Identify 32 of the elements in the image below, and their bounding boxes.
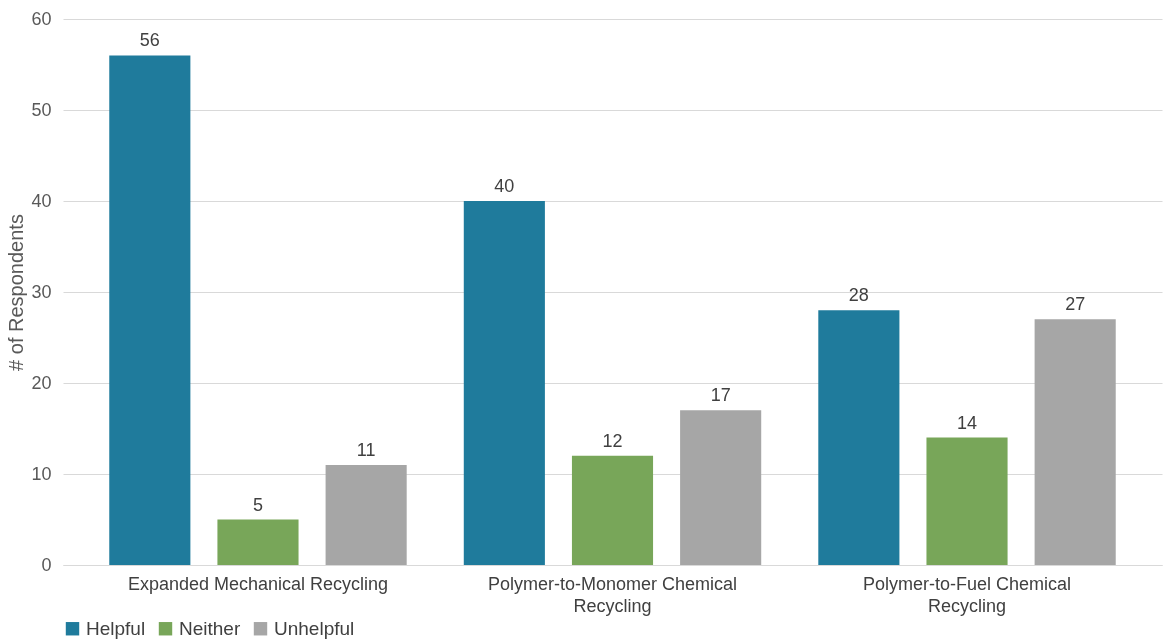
y-tick-label: 20 bbox=[31, 372, 52, 393]
data-label: 17 bbox=[710, 385, 731, 406]
data-label: 56 bbox=[139, 30, 160, 51]
bar bbox=[571, 455, 654, 565]
bar bbox=[1034, 319, 1116, 565]
bar bbox=[109, 55, 191, 565]
data-label: 11 bbox=[356, 439, 376, 460]
data-label: 27 bbox=[1065, 294, 1086, 315]
data-label: 40 bbox=[494, 176, 515, 196]
bar bbox=[463, 201, 545, 565]
data-label: 14 bbox=[957, 412, 978, 433]
bar bbox=[680, 410, 762, 565]
y-axis-title: # of Respondents bbox=[5, 214, 28, 371]
x-tick-label: Polymer-to-Fuel Chemical Recycling bbox=[862, 573, 1072, 616]
y-tick-label: 0 bbox=[41, 554, 52, 575]
x-tick-label: Polymer-to-Monomer Chemical Recycling bbox=[487, 573, 738, 616]
y-tick-label: 50 bbox=[31, 99, 52, 120]
y-tick-label: 40 bbox=[31, 190, 52, 211]
y-tick-label: 30 bbox=[31, 281, 52, 302]
bar bbox=[217, 519, 299, 565]
y-tick-label: 10 bbox=[31, 463, 52, 484]
legend-label: Unhelpful bbox=[274, 617, 355, 639]
y-tick-label: 60 bbox=[31, 8, 52, 29]
x-tick-label: Expanded Mechanical Recycling bbox=[127, 573, 389, 594]
data-label: 28 bbox=[848, 285, 869, 306]
data-label: 12 bbox=[602, 430, 623, 451]
legend-label: Helpful bbox=[86, 617, 146, 639]
bar bbox=[818, 310, 900, 565]
bar bbox=[325, 464, 407, 565]
legend-label: Neither bbox=[179, 617, 241, 639]
data-label: 5 bbox=[252, 494, 263, 515]
bar bbox=[926, 437, 1008, 565]
